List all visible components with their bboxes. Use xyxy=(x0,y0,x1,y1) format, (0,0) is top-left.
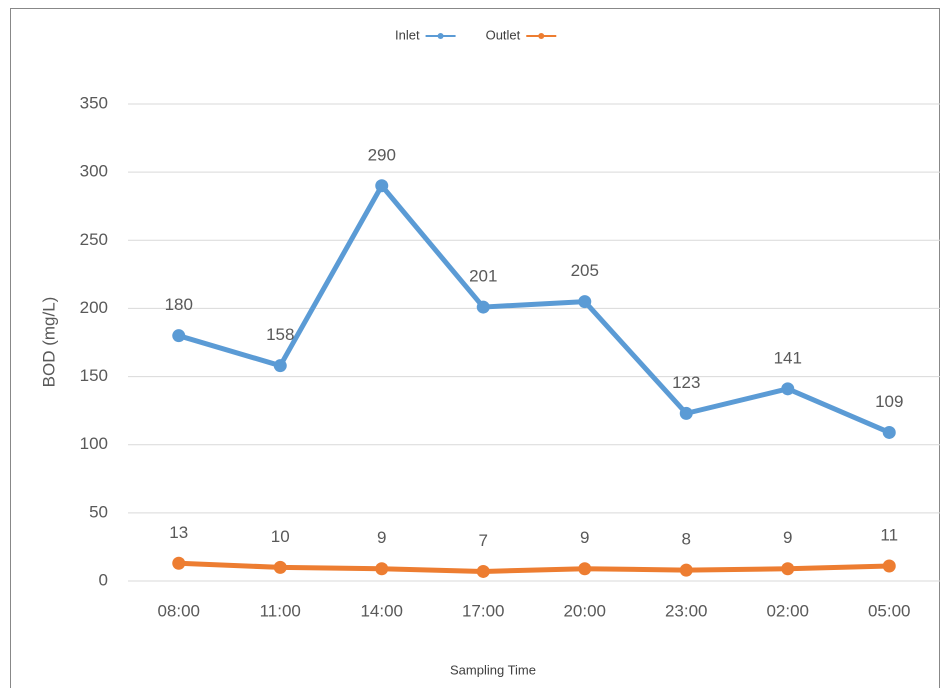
data-label: 141 xyxy=(774,348,802,367)
data-point xyxy=(375,562,389,576)
data-label: 7 xyxy=(479,531,488,550)
y-axis-label: BOD (mg/L) xyxy=(39,297,58,388)
x-tick-label: 05:00 xyxy=(868,601,911,620)
data-label: 290 xyxy=(368,145,396,164)
data-point xyxy=(679,563,693,577)
chart-border xyxy=(10,8,940,688)
x-axis-label: Sampling Time xyxy=(450,662,536,677)
data-point xyxy=(882,425,896,439)
data-label: 180 xyxy=(165,295,193,314)
data-label: 13 xyxy=(169,523,188,542)
y-tick-label: 150 xyxy=(80,366,108,385)
legend-marker xyxy=(437,33,444,39)
x-tick-label: 14:00 xyxy=(360,601,403,620)
y-tick-label: 50 xyxy=(89,502,108,521)
data-label: 10 xyxy=(271,527,290,546)
y-tick-label: 250 xyxy=(80,230,108,249)
series-line xyxy=(178,560,890,574)
data-point xyxy=(781,382,795,396)
x-tick-label: 20:00 xyxy=(563,601,606,620)
x-tick-label: 17:00 xyxy=(462,601,505,620)
data-label: 205 xyxy=(571,261,599,280)
data-label: 9 xyxy=(783,528,792,547)
y-tick-label: 300 xyxy=(80,162,108,181)
data-point xyxy=(273,359,287,373)
data-label: 123 xyxy=(672,373,700,392)
y-tick-label: 0 xyxy=(99,570,108,589)
data-label: 8 xyxy=(682,530,691,549)
data-point xyxy=(578,562,592,576)
x-tick-label: 08:00 xyxy=(157,601,200,620)
data-label: 109 xyxy=(875,392,903,411)
data-label: 9 xyxy=(580,528,589,547)
legend-label: Outlet xyxy=(486,27,521,42)
x-tick-label: 11:00 xyxy=(260,601,301,620)
data-point xyxy=(172,556,186,570)
x-tick-label: 02:00 xyxy=(766,601,809,620)
data-point xyxy=(781,562,795,576)
data-point xyxy=(476,300,490,314)
legend-label: Inlet xyxy=(395,27,420,42)
data-point xyxy=(476,564,490,578)
x-tick-label: 23:00 xyxy=(665,601,708,620)
y-tick-label: 350 xyxy=(80,93,108,112)
data-point xyxy=(172,329,186,343)
y-tick-label: 200 xyxy=(80,298,108,317)
data-label: 158 xyxy=(266,325,294,344)
data-label: 9 xyxy=(377,528,386,547)
data-point xyxy=(679,406,693,420)
data-point xyxy=(578,295,592,309)
legend-marker xyxy=(538,33,545,39)
data-label: 11 xyxy=(880,525,898,544)
data-point xyxy=(882,559,896,573)
data-label: 201 xyxy=(469,267,497,286)
series-line xyxy=(178,183,891,435)
data-point xyxy=(273,560,287,574)
data-point xyxy=(375,179,389,193)
y-tick-label: 100 xyxy=(80,434,108,453)
